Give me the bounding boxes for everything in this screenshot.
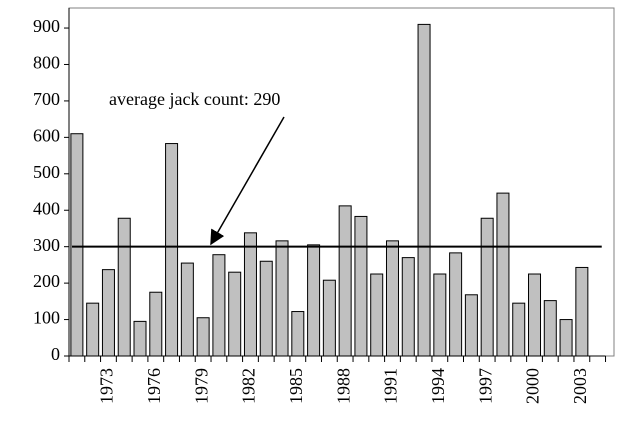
x-tick-label: 1985 <box>286 368 306 404</box>
bar <box>86 302 100 357</box>
bar <box>117 217 131 357</box>
bar <box>196 317 210 357</box>
bar <box>370 273 384 357</box>
bar <box>149 291 163 357</box>
annotation: average jack count: 290 <box>109 89 280 109</box>
x-tick-label: 1991 <box>381 368 401 404</box>
bar <box>575 266 589 357</box>
bar <box>543 300 557 357</box>
y-tick-label: 200 <box>33 271 60 291</box>
bar <box>496 192 510 357</box>
x-tick-label: 1988 <box>333 368 353 404</box>
bar <box>385 240 399 357</box>
bar <box>180 262 194 357</box>
bar <box>354 215 368 357</box>
x-tick-label: 2000 <box>523 368 543 404</box>
y-tick-label: 100 <box>33 308 60 328</box>
x-tick-label: 1979 <box>191 368 211 404</box>
bar <box>322 279 336 357</box>
bar <box>559 319 573 357</box>
bar <box>259 260 273 357</box>
x-tick-label: 2003 <box>570 368 590 404</box>
x-tick-label: 1982 <box>239 368 259 404</box>
bar <box>528 273 542 357</box>
y-tick-label: 300 <box>33 235 60 255</box>
x-tick-label: 1997 <box>475 368 495 404</box>
bar <box>401 257 415 357</box>
bar <box>212 254 226 357</box>
bar <box>512 302 526 357</box>
bar <box>433 273 447 357</box>
y-tick-label: 400 <box>33 198 60 218</box>
bar <box>243 232 257 357</box>
bar <box>133 320 147 357</box>
bar <box>464 294 478 357</box>
x-tick-label: 1994 <box>428 368 448 404</box>
x-tick-label: 1976 <box>144 368 164 404</box>
y-tick-label: 800 <box>33 53 60 73</box>
bar <box>101 269 115 357</box>
bar <box>70 133 84 357</box>
bar <box>228 271 242 357</box>
x-tick-label: 1973 <box>97 368 117 404</box>
y-tick-label: 500 <box>33 162 60 182</box>
bar <box>449 252 463 357</box>
bar <box>307 244 321 357</box>
bar <box>291 311 305 357</box>
bar <box>480 217 494 357</box>
bar <box>165 143 179 357</box>
bar <box>275 240 289 357</box>
bar <box>417 23 431 357</box>
y-tick-label: 600 <box>33 125 60 145</box>
y-tick-label: 900 <box>33 16 60 36</box>
bar <box>338 205 352 357</box>
annotation-arrow <box>210 116 285 246</box>
y-tick-label: 700 <box>33 89 60 109</box>
y-tick-label: 0 <box>51 344 60 364</box>
